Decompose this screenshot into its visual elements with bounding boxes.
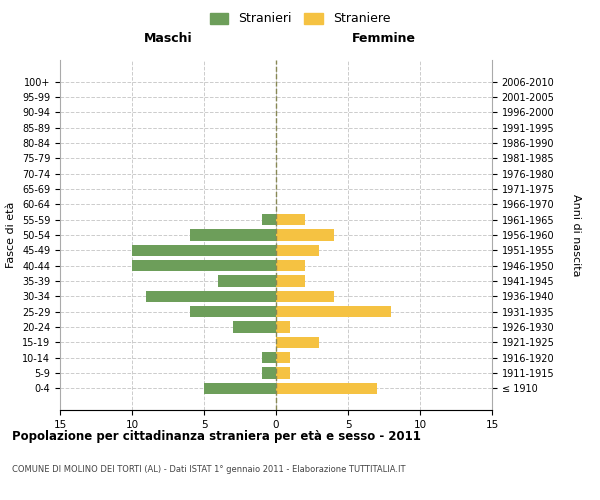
Bar <box>276 382 377 394</box>
Bar <box>190 229 276 241</box>
Bar <box>276 290 334 302</box>
Bar <box>276 322 290 333</box>
Bar <box>276 244 319 256</box>
Bar <box>218 276 276 287</box>
Bar <box>276 352 290 364</box>
Text: Maschi: Maschi <box>143 32 193 45</box>
Bar <box>262 214 276 226</box>
Bar <box>276 306 391 318</box>
Bar <box>276 260 305 272</box>
Bar <box>276 214 305 226</box>
Bar <box>262 368 276 379</box>
Bar <box>204 382 276 394</box>
Bar <box>190 306 276 318</box>
Bar <box>276 229 334 241</box>
Text: COMUNE DI MOLINO DEI TORTI (AL) - Dati ISTAT 1° gennaio 2011 - Elaborazione TUTT: COMUNE DI MOLINO DEI TORTI (AL) - Dati I… <box>12 465 406 474</box>
Bar <box>146 290 276 302</box>
Bar <box>132 244 276 256</box>
Bar <box>276 368 290 379</box>
Bar <box>262 352 276 364</box>
Text: Popolazione per cittadinanza straniera per età e sesso - 2011: Popolazione per cittadinanza straniera p… <box>12 430 421 443</box>
Bar <box>276 336 319 348</box>
Y-axis label: Fasce di età: Fasce di età <box>7 202 16 268</box>
Y-axis label: Anni di nascita: Anni di nascita <box>571 194 581 276</box>
Bar <box>132 260 276 272</box>
Bar <box>233 322 276 333</box>
Legend: Stranieri, Straniere: Stranieri, Straniere <box>206 8 394 29</box>
Bar <box>276 276 305 287</box>
Text: Femmine: Femmine <box>352 32 416 45</box>
